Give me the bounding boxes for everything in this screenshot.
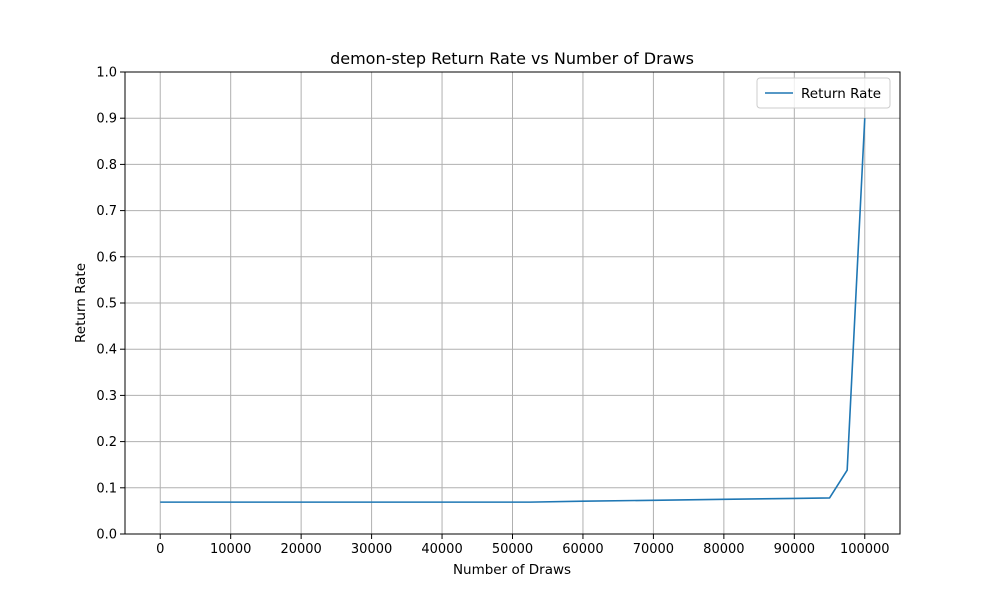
x-tick-label: 30000	[351, 542, 392, 557]
y-axis: 0.0 0.1 0.2 0.3 0.4 0.5 0.6 0.7 0.8 0.9 1.0	[96, 66, 125, 543]
chart-title: demon-step Return Rate vs Number of Draw…	[330, 49, 694, 68]
y-tick-label: 0.9	[96, 112, 117, 127]
x-axis: 0 10000 20000 30000 40000 50000 60000 70000 8000…	[156, 534, 890, 557]
y-tick-label: 0.8	[96, 158, 117, 173]
y-tick-label: 0.7	[96, 204, 117, 219]
legend-box	[756, 77, 891, 109]
x-tick-label: 0	[156, 542, 164, 557]
y-tick-label: 0.3	[96, 389, 117, 404]
y-tick-label: 0.2	[96, 435, 117, 450]
x-tick-label: 40000	[421, 542, 462, 557]
y-tick-label: 0.4	[96, 343, 117, 358]
x-tick-label: 60000	[562, 542, 603, 557]
y-tick-label: 0.1	[96, 481, 117, 496]
x-axis-label: Number of Draws	[453, 562, 571, 578]
y-tick-label: 0.5	[96, 297, 117, 312]
x-tick-label: 10000	[210, 542, 251, 557]
plot-lines	[160, 118, 866, 503]
y-tick-label: 0.6	[96, 250, 117, 265]
x-tick-label: 90000	[774, 542, 815, 557]
series-line	[160, 118, 866, 503]
x-tick-label: 70000	[633, 542, 674, 557]
y-tick-label: 1.0	[96, 66, 117, 81]
x-tick-label: 50000	[492, 542, 533, 557]
legend: Return Rate	[756, 77, 891, 109]
legend-label: Return Rate	[801, 86, 881, 102]
x-tick-label: 80000	[703, 542, 744, 557]
y-axis-label: Return Rate	[73, 263, 89, 343]
x-tick-label: 100000	[840, 542, 890, 557]
y-tick-label: 0.0	[96, 528, 117, 543]
x-tick-label: 20000	[280, 542, 321, 557]
